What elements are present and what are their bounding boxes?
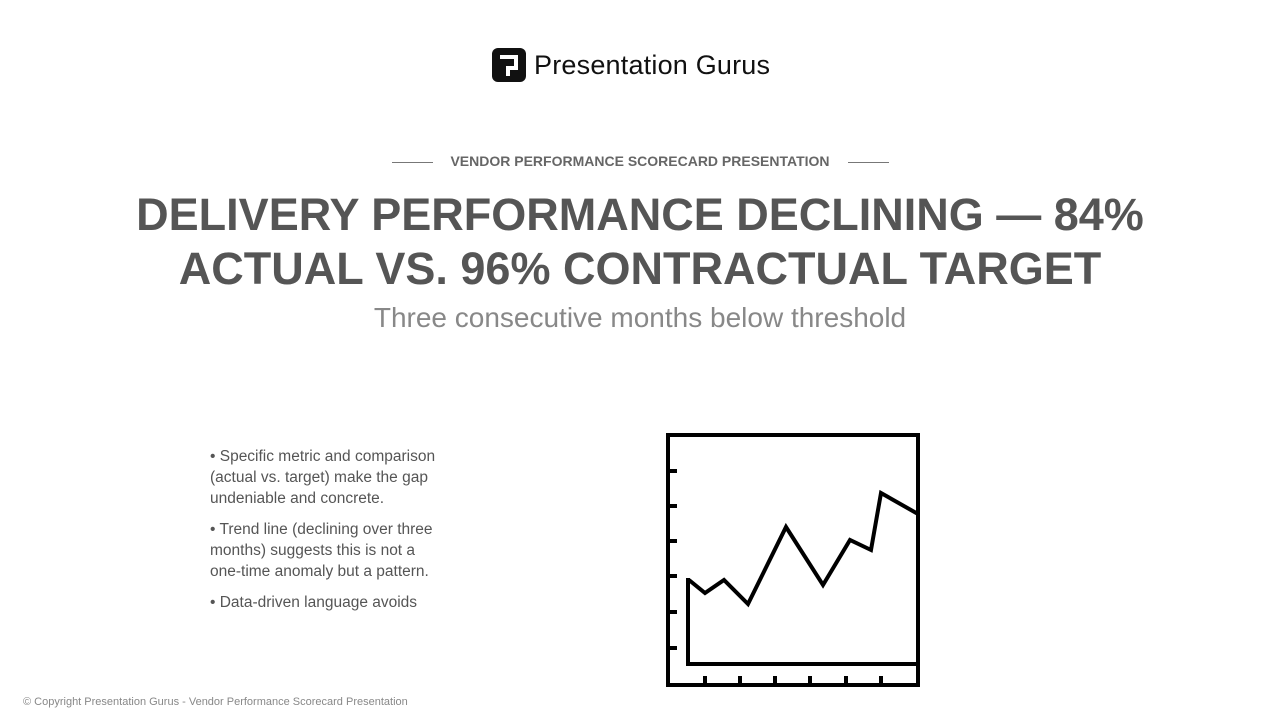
- bullet-list: • Specific metric and comparison (actual…: [210, 446, 450, 623]
- bullet: • Data-driven language avoids: [210, 594, 418, 611]
- footer: © Copyright Presentation Gurus - Vendor …: [23, 696, 408, 708]
- bullet: • Trend line (declining over three month…: [210, 521, 433, 580]
- rule: [847, 162, 889, 163]
- chart-icon: [666, 433, 920, 687]
- bullet: • Specific metric and comparison (actual…: [210, 448, 436, 507]
- title-line: DELIVERY PERFORMANCE DECLINING — 84%: [136, 189, 1144, 240]
- subtitle: Three consecutive months below threshold: [373, 302, 907, 333]
- eyebrow-text: VENDOR PERFORMANCE SCORECARD PRESENTATIO…: [450, 153, 830, 169]
- brand: Presentation Gurus: [534, 50, 771, 80]
- title: DELIVERY PERFORMANCE DECLINING — 84% ACT…: [0, 188, 1280, 296]
- logo-icon: [492, 48, 526, 82]
- eyebrow-wrap: VENDOR PERFORMANCE SCORECARD PRESENTATIO…: [0, 153, 1280, 171]
- rule: [392, 162, 434, 163]
- title-line: ACTUAL VS. 96% CONTRACTUAL TARGET: [178, 243, 1102, 294]
- eyebrow: VENDOR PERFORMANCE SCORECARD PRESENTATIO…: [392, 153, 889, 169]
